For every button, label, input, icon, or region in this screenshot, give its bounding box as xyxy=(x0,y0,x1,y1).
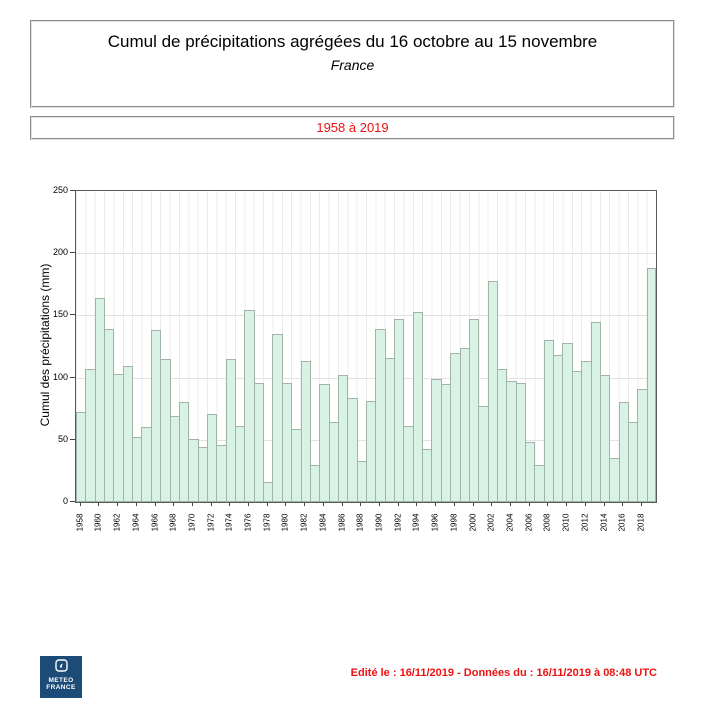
x-tick-mark-1992 xyxy=(397,503,399,506)
x-tick-mark-2006 xyxy=(528,503,530,506)
logo-text-line1: METEO xyxy=(48,677,74,684)
logo-text-line2: FRANCE xyxy=(46,684,76,691)
meteo-france-logo-icon xyxy=(40,659,82,677)
x-tick-mark-2016 xyxy=(622,503,624,506)
x-tick-mark-2004 xyxy=(510,503,511,506)
bar-2019 xyxy=(646,268,656,502)
x-tick-mark-2012 xyxy=(584,503,586,506)
x-tick-label-1980: 1980 xyxy=(280,513,290,532)
y-tick-mark-50 xyxy=(70,438,75,440)
x-tick-mark-1970 xyxy=(191,503,193,506)
period-panel: 1958 à 2019 xyxy=(30,116,675,140)
x-tick-label-1966: 1966 xyxy=(150,513,160,532)
x-tick-label-1978: 1978 xyxy=(262,513,272,532)
x-tick-mark-1984 xyxy=(322,503,324,506)
x-tick-label-2008: 2008 xyxy=(542,513,552,532)
x-tick-mark-1966 xyxy=(154,503,156,506)
x-tick-label-2016: 2016 xyxy=(617,513,627,532)
x-tick-mark-1982 xyxy=(304,503,306,506)
x-tick-mark-1994 xyxy=(416,503,418,506)
y-tick-mark-100 xyxy=(70,376,75,378)
x-tick-label-2004: 2004 xyxy=(505,513,515,532)
x-tick-label-1988: 1988 xyxy=(355,513,365,532)
x-tick-mark-1976 xyxy=(248,503,250,506)
x-tick-label-1968: 1968 xyxy=(168,513,178,532)
period-label: 1958 à 2019 xyxy=(316,120,389,135)
x-tick-label-2018: 2018 xyxy=(636,513,646,532)
bar-1977 xyxy=(253,382,265,502)
x-tick-label-2006: 2006 xyxy=(524,513,534,532)
x-tick-mark-2002 xyxy=(491,503,493,506)
x-tick-label-2010: 2010 xyxy=(561,513,571,532)
x-tick-mark-1996 xyxy=(435,503,437,506)
plot-area xyxy=(75,190,657,503)
x-tick-label-1960: 1960 xyxy=(93,513,103,532)
x-tick-mark-2008 xyxy=(547,503,549,506)
bar-1987 xyxy=(347,397,358,502)
x-tick-label-1970: 1970 xyxy=(187,513,197,532)
bar-2005 xyxy=(515,382,527,502)
y-tick-label-0: 0 xyxy=(62,496,68,506)
page-title: Cumul de précipitations agrégées du 16 o… xyxy=(107,32,598,51)
y-tick-label-50: 50 xyxy=(57,433,68,444)
x-tick-mark-2018 xyxy=(640,503,642,506)
meteo-france-logo: METEO FRANCE xyxy=(40,656,82,698)
x-tick-label-2012: 2012 xyxy=(580,513,590,532)
x-tick-label-1984: 1984 xyxy=(318,513,328,532)
y-tick-label-200: 200 xyxy=(52,247,68,258)
x-tick-label-1986: 1986 xyxy=(337,513,347,532)
edition-timestamp: Edité le : 16/11/2019 - Données du : 16/… xyxy=(350,667,657,679)
bar-1994 xyxy=(412,311,424,502)
x-tick-mark-1960 xyxy=(98,503,100,506)
x-tick-label-1962: 1962 xyxy=(112,513,122,532)
y-tick-mark-200 xyxy=(70,252,75,254)
title-panel: Cumul de précipitations agrégées du 16 o… xyxy=(30,20,675,108)
y-tick-mark-150 xyxy=(70,314,75,316)
x-tick-mark-2010 xyxy=(566,503,568,506)
x-tick-label-1958: 1958 xyxy=(75,513,85,532)
x-tick-mark-1986 xyxy=(341,503,343,506)
gridline-150 xyxy=(76,315,656,317)
x-tick-mark-2000 xyxy=(472,503,474,506)
x-tick-mark-1964 xyxy=(135,503,137,506)
x-tick-mark-1962 xyxy=(117,503,119,506)
x-tick-mark-1988 xyxy=(360,503,362,506)
x-tick-mark-1978 xyxy=(266,503,268,506)
bar-2014 xyxy=(599,375,611,502)
x-tick-label-2014: 2014 xyxy=(599,513,609,532)
x-tick-mark-1998 xyxy=(453,503,455,506)
y-tick-mark-0 xyxy=(70,501,75,502)
bar-1982 xyxy=(300,361,311,502)
x-tick-label-1996: 1996 xyxy=(430,513,440,532)
gridline-100 xyxy=(76,377,656,379)
y-tick-label-250: 250 xyxy=(52,185,68,195)
y-tick-mark-250 xyxy=(70,190,75,191)
x-tick-mark-1958 xyxy=(79,503,81,506)
x-tick-mark-1980 xyxy=(285,503,287,506)
y-tick-label-150: 150 xyxy=(52,309,68,320)
x-tick-label-1990: 1990 xyxy=(374,513,384,532)
x-tick-mark-1974 xyxy=(229,503,231,506)
x-tick-label-1992: 1992 xyxy=(393,513,403,532)
x-tick-label-1982: 1982 xyxy=(299,513,309,532)
x-tick-mark-1972 xyxy=(210,503,212,506)
y-tick-label-100: 100 xyxy=(52,371,68,382)
bar-1963 xyxy=(122,366,134,502)
x-tick-label-1998: 1998 xyxy=(449,513,459,532)
gridline-200 xyxy=(76,253,656,255)
x-tick-label-2000: 2000 xyxy=(468,513,478,532)
x-tick-mark-1968 xyxy=(173,503,175,506)
x-tick-label-2002: 2002 xyxy=(486,513,496,532)
region-subtitle: France xyxy=(330,57,375,73)
x-tick-label-1964: 1964 xyxy=(131,513,141,532)
bar-1992 xyxy=(394,319,405,502)
y-axis-title: Cumul des précipitations (mm) xyxy=(38,263,52,427)
x-tick-mark-1990 xyxy=(379,503,381,506)
x-tick-label-1976: 1976 xyxy=(243,513,253,532)
x-tick-mark-2014 xyxy=(603,503,605,506)
x-tick-label-1994: 1994 xyxy=(411,513,421,532)
x-tick-label-1974: 1974 xyxy=(224,513,234,532)
x-tick-label-1972: 1972 xyxy=(206,513,216,532)
